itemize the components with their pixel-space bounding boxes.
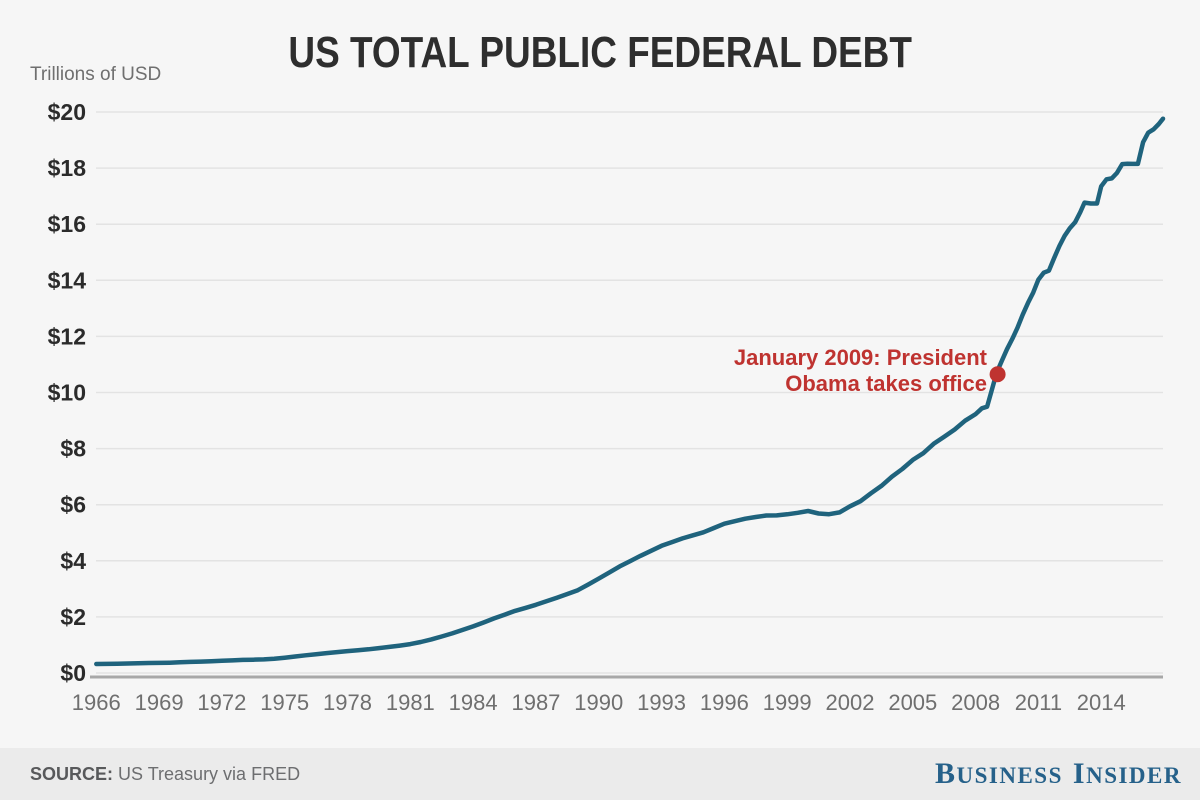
y-axis-units-label: Trillions of USD bbox=[30, 64, 162, 85]
x-tick-label: 1999 bbox=[763, 690, 812, 715]
annotation-line-2: Obama takes office bbox=[785, 371, 987, 396]
logo-word: BUSINESS bbox=[934, 757, 1063, 790]
x-tick-label: 2002 bbox=[826, 690, 875, 715]
y-tick-label: $6 bbox=[60, 492, 86, 518]
x-tick-label: 1987 bbox=[511, 690, 560, 715]
footer-bar: SOURCE: US Treasury via FRED BUSINESS INS… bbox=[0, 748, 1200, 800]
logo-word: INSIDER bbox=[1072, 757, 1182, 790]
x-tick-label: 1993 bbox=[637, 690, 686, 715]
x-tick-label: 1981 bbox=[386, 690, 435, 715]
annotation-label: January 2009: President Obama takes offi… bbox=[734, 345, 987, 397]
x-tick-label: 2011 bbox=[1015, 690, 1062, 715]
y-tick-label: $20 bbox=[48, 99, 86, 125]
x-tick-label: 1972 bbox=[197, 690, 246, 715]
source-line: SOURCE: US Treasury via FRED bbox=[30, 764, 300, 785]
x-tick-label: 2014 bbox=[1077, 690, 1126, 715]
chart-title: US TOTAL PUBLIC FEDERAL DEBT bbox=[0, 30, 1200, 76]
x-tick-label: 1996 bbox=[700, 690, 749, 715]
y-tick-label: $2 bbox=[60, 604, 86, 630]
y-tick-label: $8 bbox=[60, 436, 86, 462]
x-tick-label: 1975 bbox=[260, 690, 309, 715]
x-tick-label: 1969 bbox=[135, 690, 184, 715]
x-tick-label: 1990 bbox=[574, 690, 623, 715]
y-tick-label: $16 bbox=[48, 211, 86, 237]
y-tick-label: $4 bbox=[60, 548, 86, 574]
annotation-line-1: January 2009: President bbox=[733, 345, 987, 370]
business-insider-logo: BUSINESS INSIDER bbox=[935, 757, 1182, 791]
x-tick-label: 1984 bbox=[449, 690, 498, 715]
y-tick-label: $12 bbox=[48, 323, 86, 349]
y-tick-label: $18 bbox=[48, 155, 87, 181]
y-tick-label: $0 bbox=[60, 660, 86, 686]
y-tick-label: $14 bbox=[48, 267, 87, 293]
x-tick-label: 1966 bbox=[72, 690, 121, 715]
x-tick-label: 2008 bbox=[951, 690, 1000, 715]
annotation-dot bbox=[989, 366, 1006, 383]
y-tick-label: $10 bbox=[48, 380, 86, 406]
x-tick-label: 1978 bbox=[323, 690, 372, 715]
x-tick-label: 2005 bbox=[888, 690, 937, 715]
source-label: SOURCE: bbox=[30, 763, 114, 784]
source-text: US Treasury via FRED bbox=[118, 763, 301, 784]
chart-title-text: US TOTAL PUBLIC FEDERAL DEBT bbox=[288, 28, 912, 77]
debt-line bbox=[94, 116, 1166, 667]
